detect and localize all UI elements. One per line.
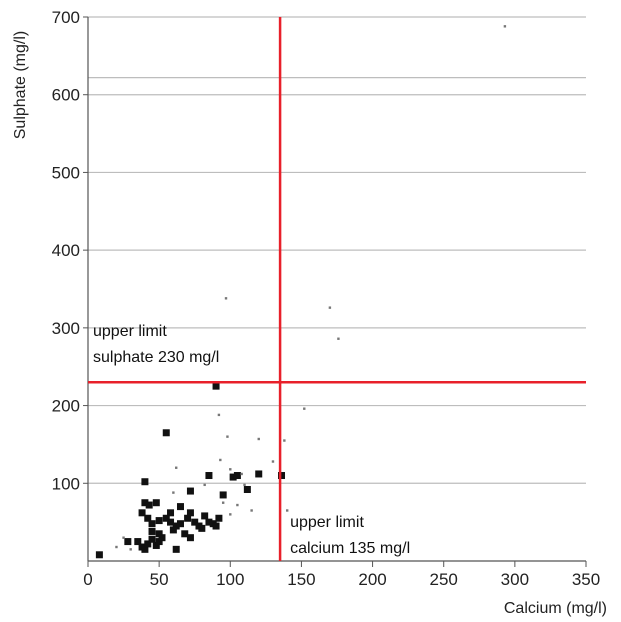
data-point [152, 499, 160, 507]
data-point [186, 509, 194, 517]
data-point [181, 530, 189, 538]
data-point [134, 538, 142, 546]
data-point [212, 522, 220, 530]
data-point [155, 517, 163, 525]
data-point [191, 518, 199, 526]
data-point-small [236, 503, 239, 507]
data-point-small [203, 483, 206, 487]
data-point-small [240, 472, 243, 476]
x-tick-label: 50 [150, 570, 169, 589]
x-tick-label: 200 [358, 570, 386, 589]
x-tick-label: 250 [430, 570, 458, 589]
y-axis-title: Sulphate (mg/l) [12, 31, 29, 140]
data-point [148, 535, 156, 543]
data-point-small [229, 513, 232, 516]
y-tick-label: 300 [52, 319, 80, 338]
data-point [205, 518, 213, 526]
data-point [162, 429, 170, 437]
data-point [138, 509, 146, 517]
x-tick-label: 100 [216, 570, 244, 589]
data-point [186, 534, 194, 542]
data-point [215, 514, 223, 522]
y-tick-label: 100 [52, 474, 80, 493]
data-point [278, 472, 286, 480]
data-point [233, 472, 241, 480]
data-point-small [175, 466, 178, 469]
data-point [141, 545, 149, 553]
data-point-small [243, 483, 246, 487]
data-point [145, 501, 153, 509]
data-point-small [172, 491, 175, 494]
data-point-small [115, 545, 118, 549]
y-tick-label: 400 [52, 241, 80, 260]
x-tick-label: 0 [83, 570, 92, 589]
data-point-small [271, 460, 275, 463]
data-point [141, 478, 149, 486]
data-point [158, 534, 166, 542]
data-point-small [286, 509, 289, 512]
data-point [141, 499, 149, 507]
data-point-small [337, 337, 340, 340]
data-point [144, 514, 152, 522]
y-tick-label: 500 [52, 163, 80, 182]
data-point [148, 520, 156, 528]
data-point [155, 538, 163, 546]
x-tick-label: 350 [572, 570, 600, 589]
data-point-small [226, 435, 229, 438]
x-tick-label: 300 [501, 570, 529, 589]
data-point [144, 540, 152, 548]
data-point-small [257, 437, 260, 441]
limit-lines: upper limit calcium 135 mg/l upper limit su… [88, 17, 586, 561]
data-point [212, 382, 220, 390]
y-tick-label: 200 [52, 397, 80, 416]
data-point-small [503, 25, 507, 28]
data-point [95, 551, 103, 559]
data-point [176, 520, 184, 528]
gridlines [88, 16, 586, 484]
data-point [124, 538, 132, 546]
data-point [229, 473, 237, 481]
data-point [198, 524, 206, 532]
data-point [148, 527, 156, 535]
data-point [152, 541, 160, 549]
data-point-small [221, 501, 225, 504]
x-tick-label: 150 [287, 570, 315, 589]
y-tick-label: 700 [52, 8, 80, 27]
data-point-small [122, 536, 125, 539]
data-point-small [129, 548, 132, 551]
data-point-small [217, 413, 221, 417]
calcium-limit-label: calcium 135 mg/l [290, 540, 410, 557]
data-point-small [219, 458, 222, 462]
data-point [184, 514, 192, 522]
x-axis-title: Calcium (mg/l) [504, 600, 607, 617]
data-point [255, 470, 263, 478]
data-point [169, 526, 177, 534]
data-point-small [224, 297, 228, 300]
data-points [95, 25, 507, 559]
data-point-small [283, 439, 286, 442]
data-point [176, 503, 184, 511]
data-point [205, 472, 213, 480]
data-point [219, 491, 227, 499]
data-point-small [229, 468, 232, 471]
data-point-small [303, 407, 306, 410]
data-point [201, 512, 209, 520]
calcium-limit-label: upper limit [290, 514, 364, 531]
tick-labels: 100 200 300 400 500 600 700 0 50 100 150 200 250 300 3… [52, 8, 601, 589]
y-tick-label: 600 [52, 86, 80, 105]
data-point-small [328, 306, 332, 309]
sulphate-limit-label: sulphate 230 mg/l [93, 349, 219, 366]
axes [83, 16, 587, 567]
data-point [162, 514, 170, 522]
data-point [167, 518, 175, 526]
sulphate-limit-label: upper limit [93, 323, 167, 340]
data-point [243, 486, 251, 494]
data-point-small [250, 509, 253, 512]
data-point [172, 545, 180, 553]
data-point [155, 530, 163, 538]
data-point [186, 487, 194, 495]
data-point [167, 509, 175, 517]
data-point [172, 522, 180, 530]
